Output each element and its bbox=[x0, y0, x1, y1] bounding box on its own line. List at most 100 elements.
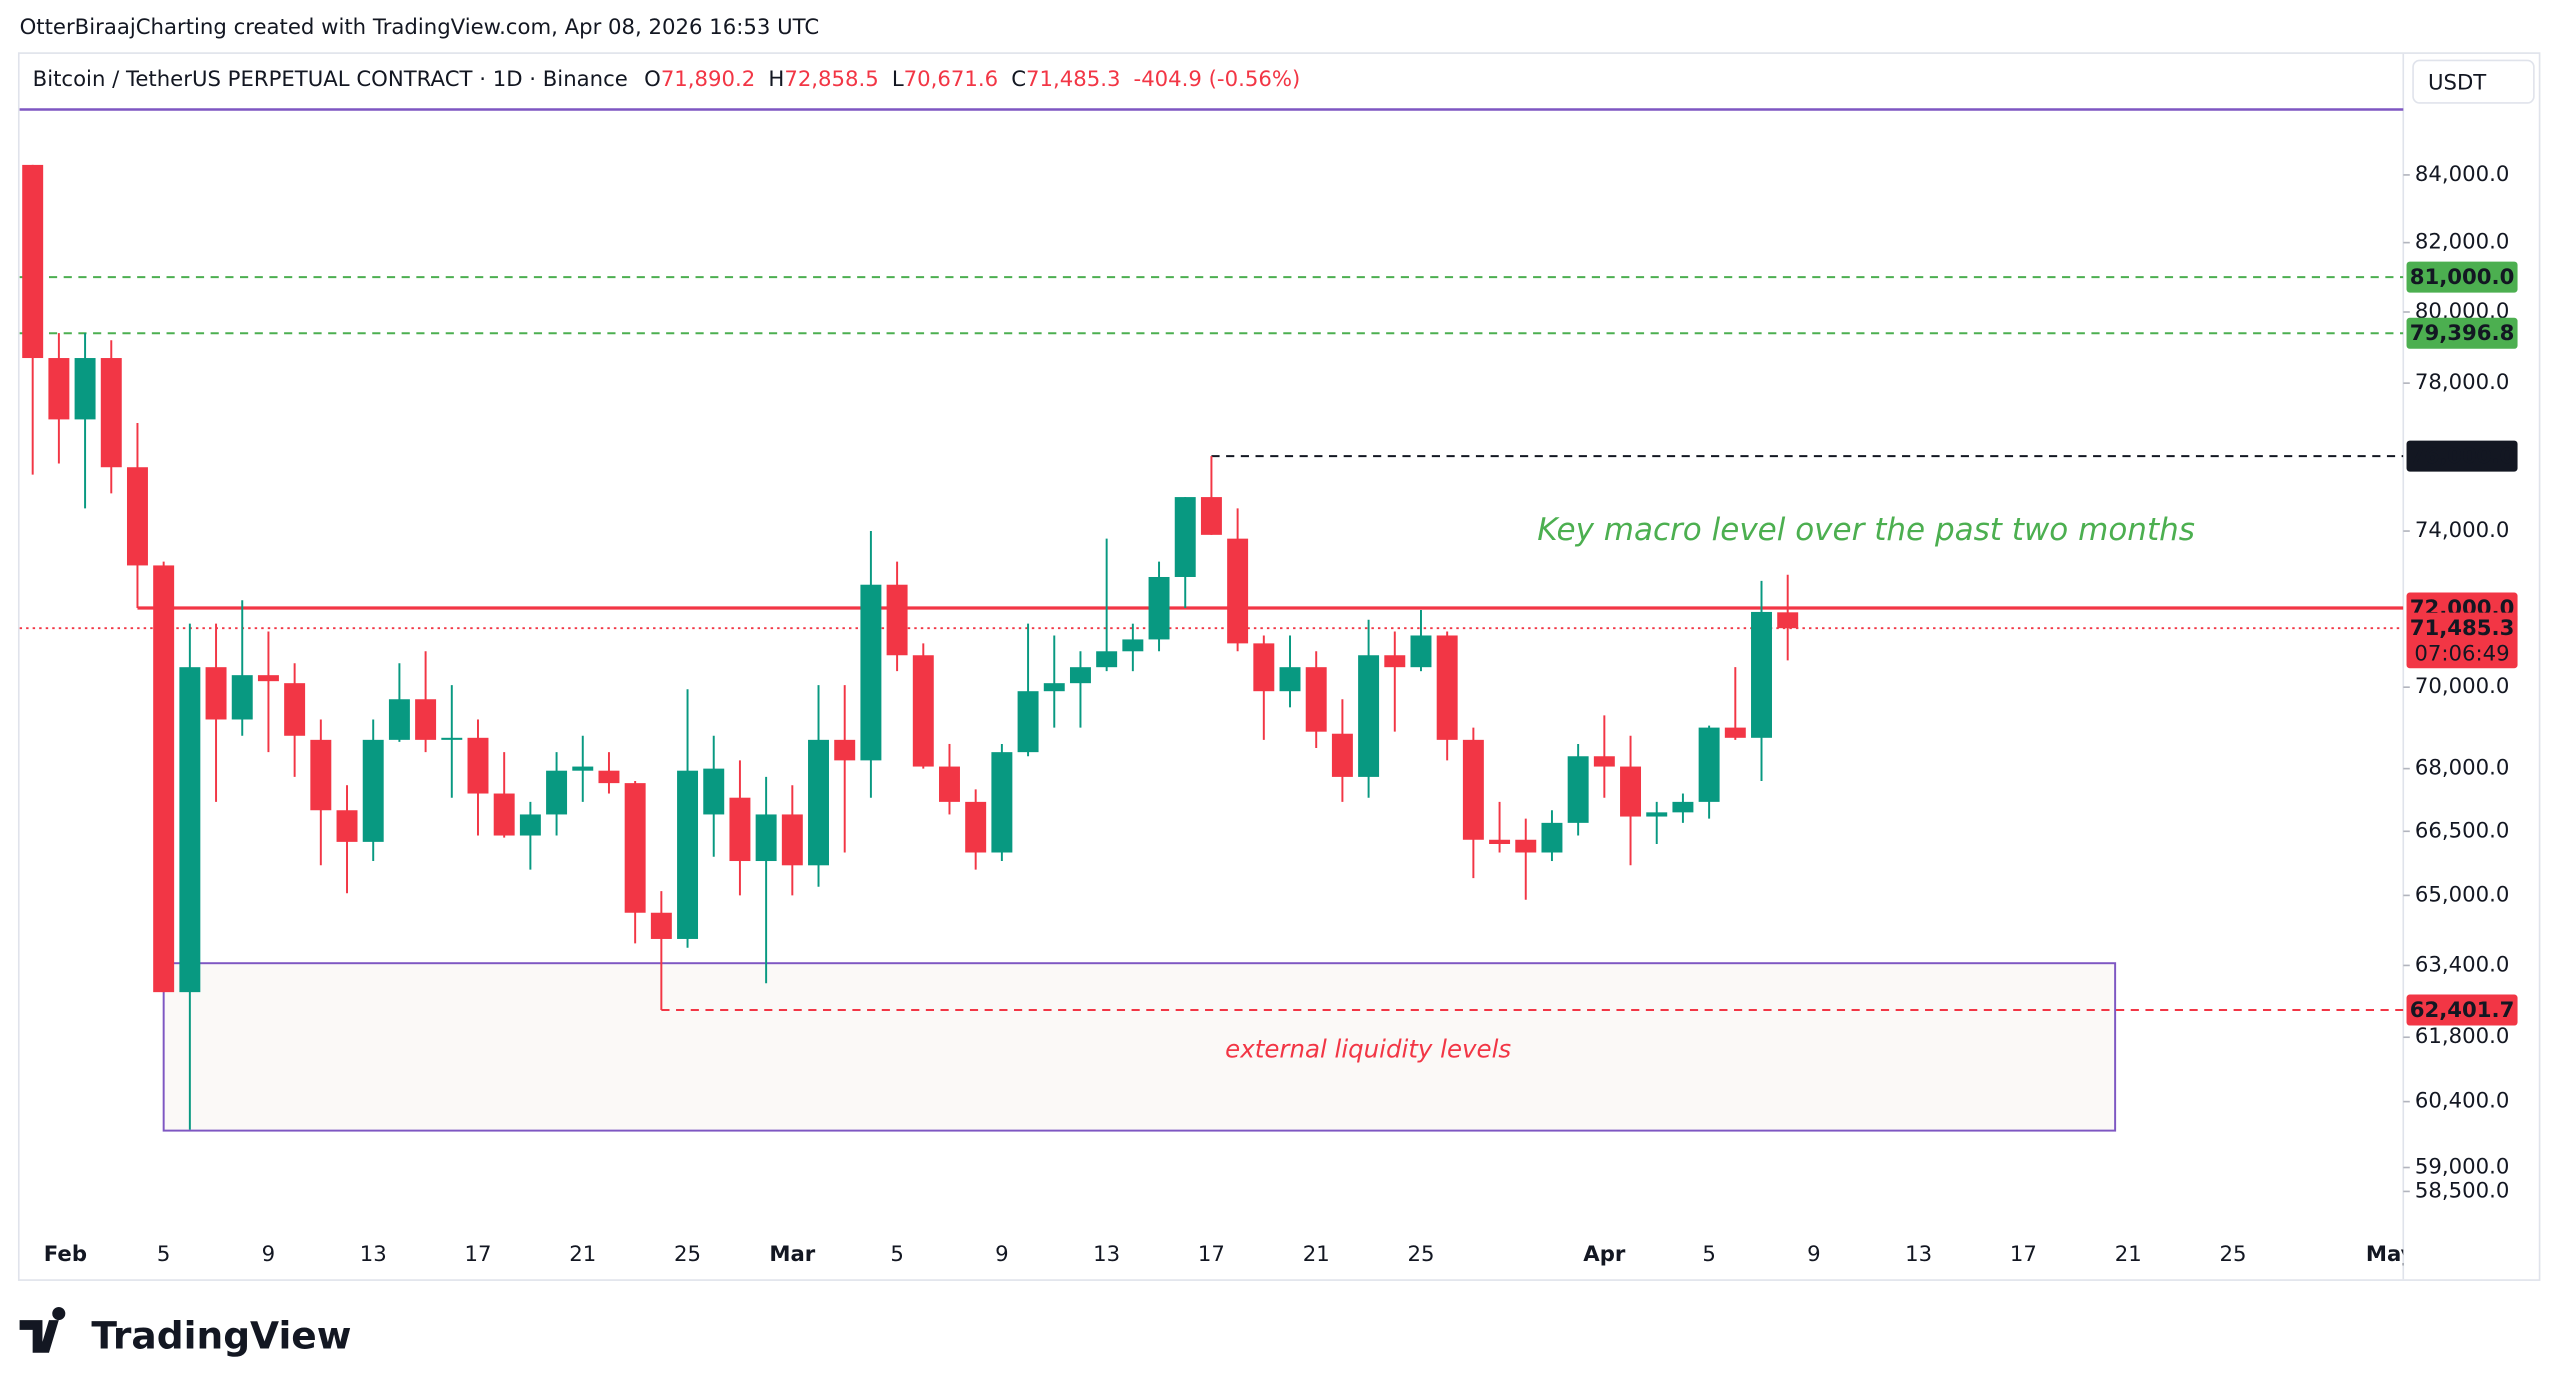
ohlc-key: C bbox=[1011, 67, 1026, 92]
candle-body bbox=[519, 814, 541, 836]
candle-body bbox=[1227, 538, 1249, 644]
candle-body bbox=[1672, 801, 1694, 813]
currency-box[interactable] bbox=[2412, 59, 2535, 104]
x-tick-label: 13 bbox=[1093, 1242, 1120, 1267]
ohlc-key: H bbox=[768, 67, 784, 92]
candle-body bbox=[1253, 643, 1275, 692]
price-label: 79,396.8 bbox=[2410, 321, 2515, 346]
price-label-box bbox=[2406, 261, 2518, 293]
ohlc-key: L bbox=[892, 67, 904, 92]
candle-body bbox=[572, 766, 594, 771]
candle-body bbox=[729, 797, 751, 862]
y-tick-label: 60,400.0 bbox=[2415, 1089, 2509, 1114]
candle-body bbox=[388, 699, 410, 740]
candle-body bbox=[1017, 691, 1039, 753]
price-label-box bbox=[2406, 440, 2518, 472]
candle-body bbox=[1567, 756, 1589, 823]
x-tick-label: 21 bbox=[2115, 1242, 2142, 1267]
y-tick-label: 63,400.0 bbox=[2415, 952, 2509, 977]
candle-body bbox=[677, 770, 699, 939]
candle-body bbox=[179, 667, 201, 993]
candle-body bbox=[1436, 635, 1458, 740]
y-tick-label: 65,000.0 bbox=[2415, 882, 2509, 907]
candle-body bbox=[1096, 651, 1118, 668]
annotation: Key macro level over the past two months bbox=[1537, 512, 2195, 548]
legend-line: Bitcoin / TetherUS PERPETUAL CONTRACT · … bbox=[33, 67, 1301, 92]
candle-body bbox=[1069, 667, 1091, 684]
candle-body bbox=[1515, 839, 1537, 853]
candle-body bbox=[126, 467, 148, 566]
candle-body bbox=[205, 667, 227, 720]
x-tick-label: 13 bbox=[360, 1242, 387, 1267]
price-label: 76,000.0 bbox=[2410, 444, 2515, 469]
annotation: external liquidity levels bbox=[1225, 1035, 1511, 1064]
candle-body bbox=[808, 739, 829, 866]
candle-body bbox=[1122, 639, 1144, 652]
candle-body bbox=[257, 675, 279, 682]
candle-body bbox=[834, 739, 856, 761]
ohlc-value: 72,858.5 bbox=[784, 67, 878, 92]
candle-body bbox=[1200, 497, 1222, 535]
candle-body bbox=[1620, 766, 1642, 817]
price-label: 62,401.7 bbox=[2410, 998, 2515, 1023]
candle-body bbox=[624, 783, 646, 913]
y-tick-label: 84,000.0 bbox=[2415, 162, 2509, 187]
candle-body bbox=[1410, 635, 1432, 668]
candle-body bbox=[546, 770, 568, 815]
candle-body bbox=[1593, 756, 1615, 767]
candle-body bbox=[493, 793, 515, 836]
candle-body bbox=[1358, 655, 1380, 777]
y-tick-label: 61,800.0 bbox=[2415, 1024, 2509, 1049]
candle-body bbox=[912, 655, 934, 767]
x-tick-label: 25 bbox=[2219, 1242, 2246, 1267]
x-tick-label: 21 bbox=[1303, 1242, 1330, 1267]
price-label: 81,000.0 bbox=[2410, 265, 2515, 290]
x-tick-label: 5 bbox=[890, 1242, 904, 1267]
candle-body bbox=[860, 584, 882, 761]
x-tick-label: Mar bbox=[769, 1242, 815, 1267]
countdown: 07:06:49 bbox=[2414, 641, 2509, 666]
price-label-box bbox=[2406, 994, 2518, 1026]
price-label: 71,485.3 bbox=[2410, 616, 2515, 641]
candle-body bbox=[153, 565, 175, 993]
x-tick-label: 25 bbox=[674, 1242, 701, 1267]
y-tick-label: 68,000.0 bbox=[2415, 756, 2509, 781]
candle-body bbox=[441, 737, 463, 740]
currency: USDT bbox=[2428, 70, 2487, 95]
candle-body bbox=[1777, 612, 1799, 629]
candle-body bbox=[48, 358, 70, 420]
x-tick-label: 9 bbox=[1807, 1242, 1821, 1267]
chart-frame bbox=[17, 52, 2541, 1281]
ohlc-value: 70,671.6 bbox=[904, 67, 998, 92]
candle-body bbox=[1541, 822, 1563, 853]
candle-body bbox=[781, 814, 803, 866]
liquidity-zone bbox=[162, 962, 2117, 1132]
candle-body bbox=[22, 164, 44, 359]
ohlc-value: 71,890.2 bbox=[661, 67, 755, 92]
candle-body bbox=[965, 801, 987, 853]
x-tick-label: Apr bbox=[1583, 1242, 1626, 1267]
y-tick-label: 59,000.0 bbox=[2415, 1155, 2509, 1180]
candle-body bbox=[1305, 667, 1327, 732]
x-tick-label: 21 bbox=[569, 1242, 596, 1267]
candle-body bbox=[1646, 812, 1668, 817]
candle-body bbox=[886, 584, 908, 656]
y-tick-label: 70,000.0 bbox=[2415, 674, 2509, 699]
brand: TradingView bbox=[91, 1314, 351, 1358]
candle-body bbox=[231, 675, 253, 720]
candle-body bbox=[1279, 667, 1301, 692]
x-tick-label: 17 bbox=[2010, 1242, 2037, 1267]
candle-body bbox=[1698, 727, 1720, 802]
candle-body bbox=[598, 770, 620, 784]
price-label-box bbox=[2406, 317, 2518, 349]
candle-body bbox=[1462, 739, 1484, 840]
candle-body bbox=[310, 739, 332, 811]
candle-body bbox=[939, 766, 960, 802]
candle-body bbox=[1384, 655, 1406, 668]
candle-body bbox=[755, 814, 777, 862]
x-tick-label: May bbox=[2366, 1242, 2415, 1267]
candle-body bbox=[1724, 727, 1746, 738]
ohlc-value: 71,485.3 bbox=[1026, 67, 1120, 92]
x-tick-label: 13 bbox=[1905, 1242, 1932, 1267]
